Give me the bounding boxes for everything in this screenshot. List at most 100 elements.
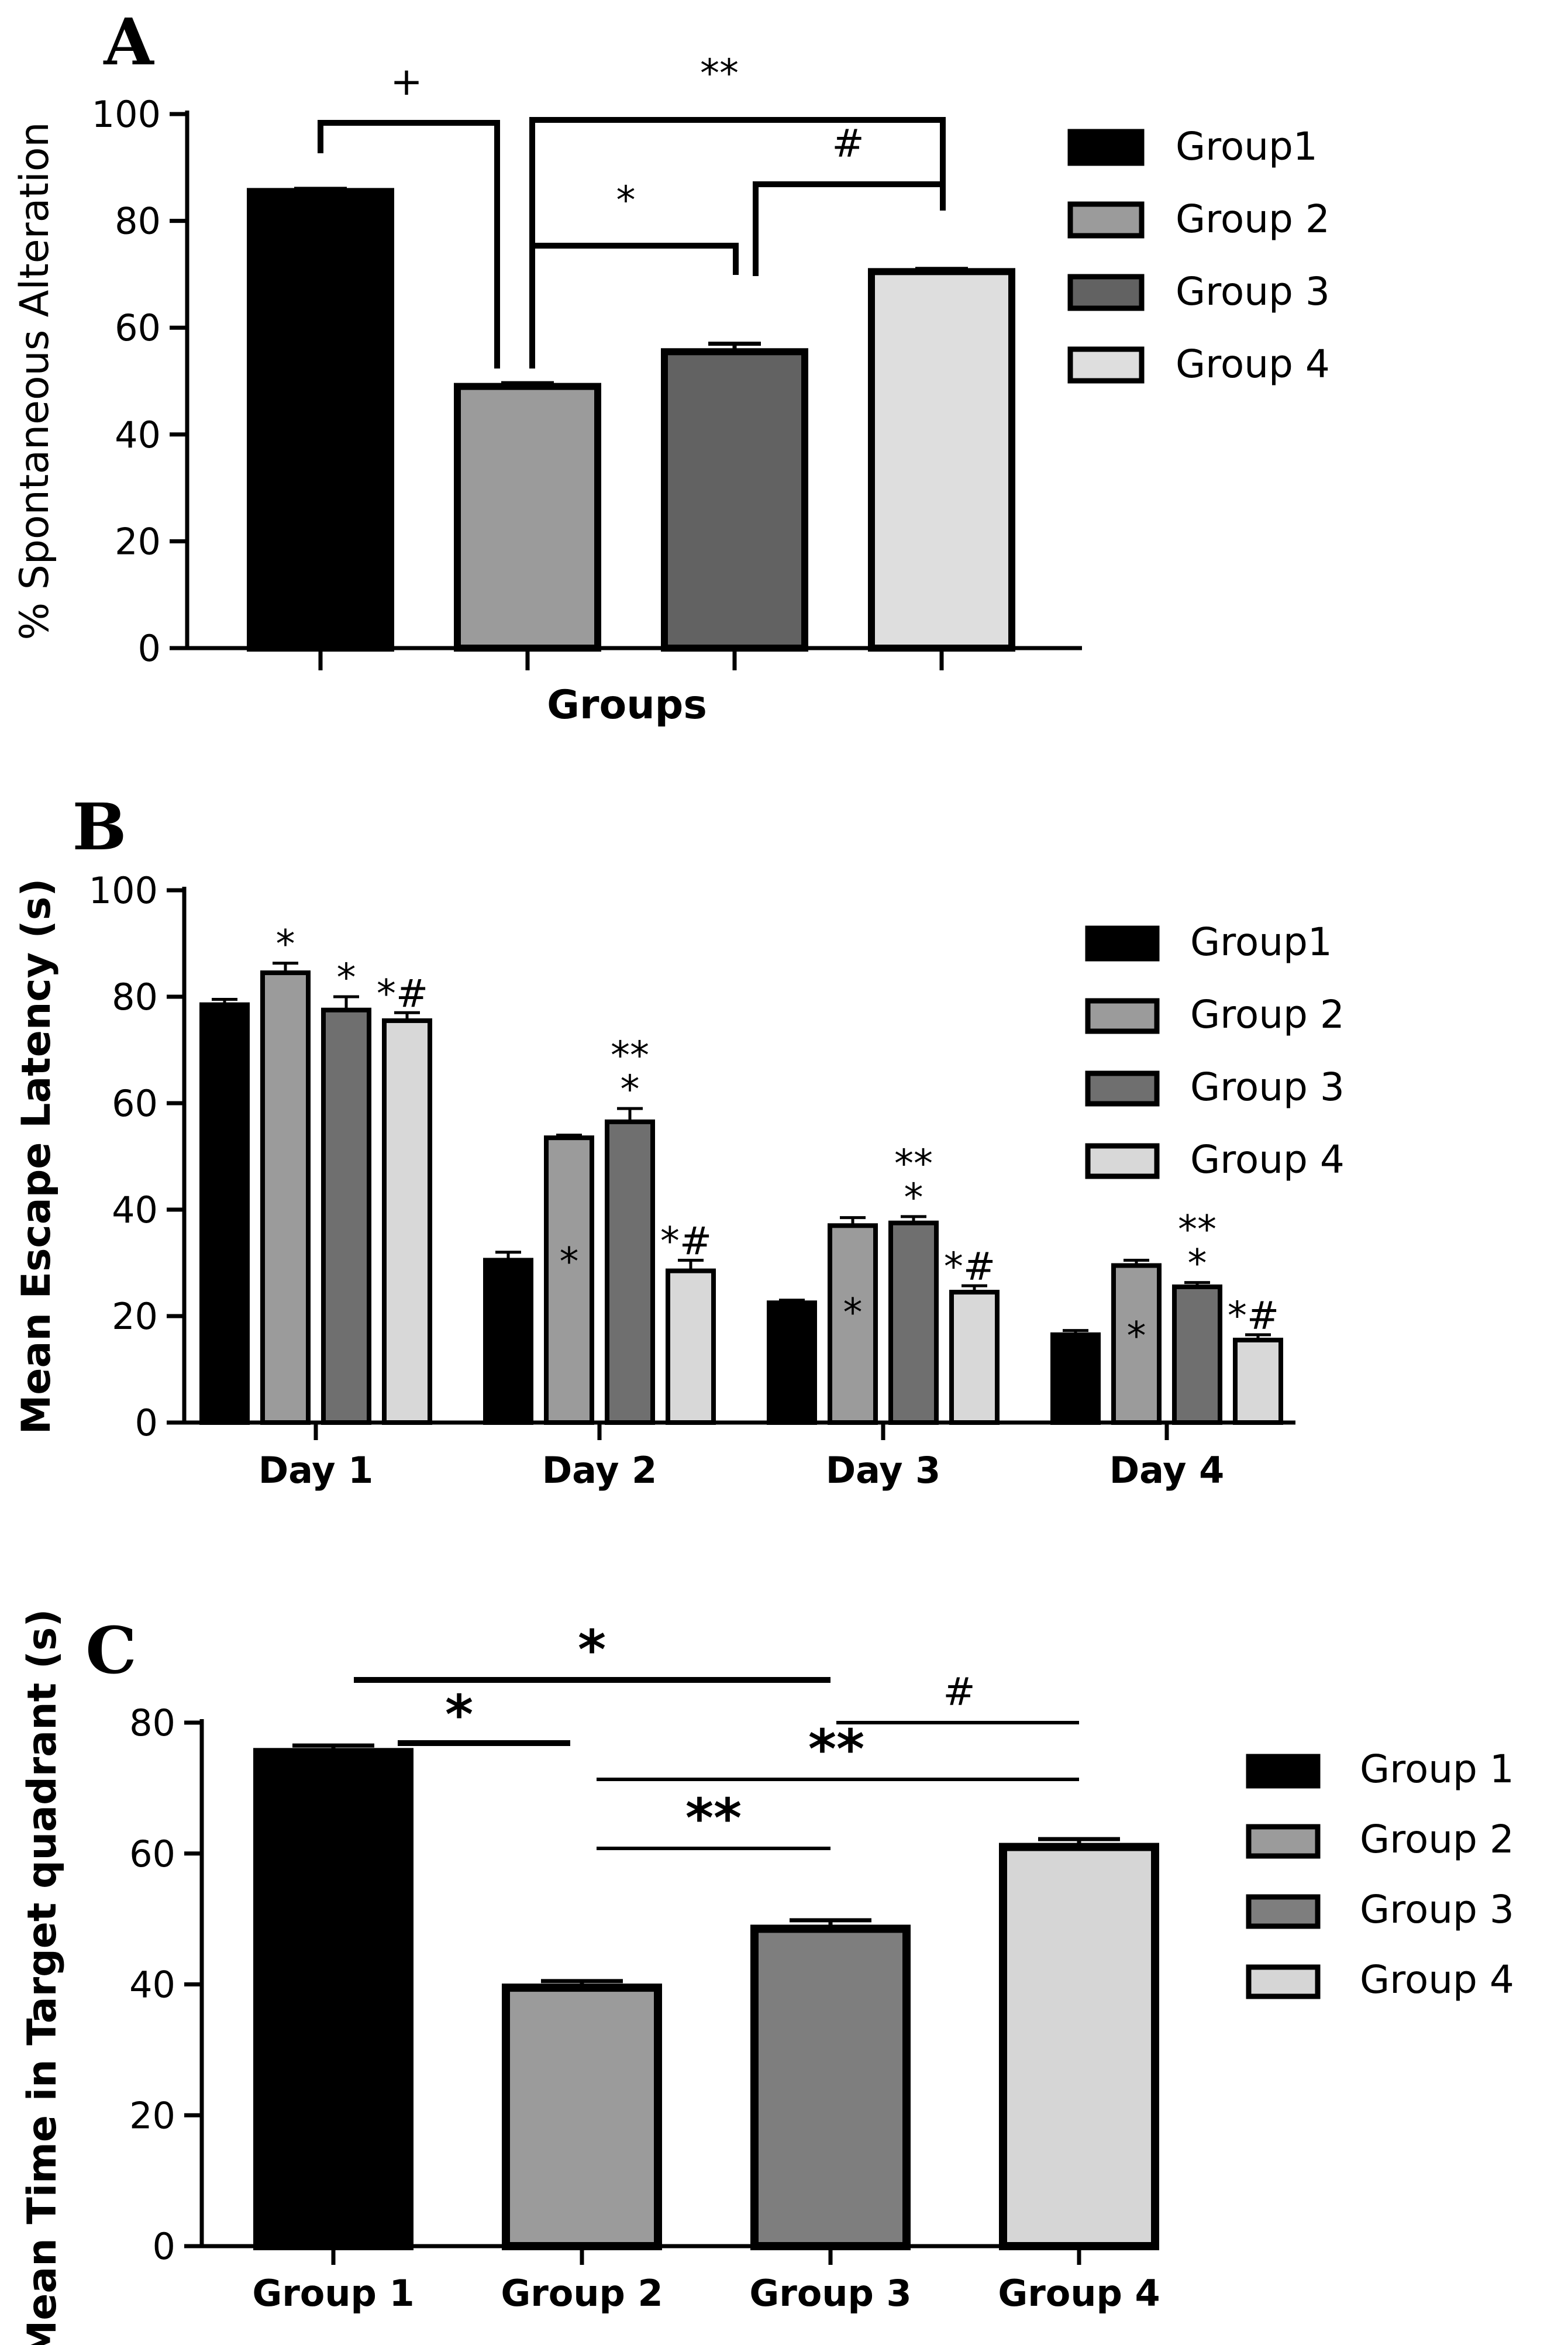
bar [1172, 1284, 1222, 1425]
legend-label: Group 4 [1190, 1137, 1345, 1182]
legend-swatch [1085, 925, 1160, 962]
significance-label: *# [660, 1218, 712, 1263]
significance-label: * [445, 1683, 473, 1746]
x-tick-label: Group 4 [998, 2272, 1160, 2315]
bar [253, 1748, 413, 2250]
panel-2-letter: C [85, 1613, 137, 1688]
bar [888, 1220, 939, 1425]
legend-swatch [1067, 201, 1145, 239]
bar [321, 1007, 371, 1425]
y-tick-label: 20 [112, 1295, 158, 1338]
significance-label: ** [685, 1787, 742, 1850]
y-axis-label: Mean Escape Latency (s) [13, 879, 60, 1435]
y-tick-label: 100 [92, 93, 161, 136]
legend-label: Group 4 [1176, 342, 1330, 387]
panel-1-letter: B [73, 789, 127, 865]
legend-label: Group 2 [1176, 197, 1330, 242]
x-tick-label: Day 1 [259, 1449, 374, 1492]
y-tick-label: 20 [115, 520, 161, 563]
significance-label: * [621, 1067, 640, 1112]
significance-label: * [1188, 1241, 1207, 1286]
legend-swatch [1067, 274, 1145, 311]
significance-label: ** [700, 51, 739, 96]
bar [767, 1300, 817, 1425]
legend-label: Group 3 [1360, 1887, 1514, 1932]
y-axis-label: Mean Time in Target quadrant (s) [19, 1609, 66, 2345]
bar [382, 1018, 432, 1425]
x-axis-label: Groups [547, 682, 707, 728]
legend-label: Group1 [1190, 920, 1332, 965]
bar [544, 1135, 594, 1425]
legend-label: Group 2 [1190, 992, 1345, 1037]
bar [999, 1843, 1159, 2250]
x-tick-label: Group 1 [252, 2272, 414, 2315]
legend-swatch [1067, 346, 1145, 384]
legend-swatch [1085, 1143, 1160, 1179]
significance-label: # [832, 121, 864, 166]
significance-label: * [1127, 1313, 1146, 1358]
y-tick-label: 0 [153, 2225, 175, 2268]
y-tick-label: 60 [129, 1833, 175, 1875]
legend-swatch [1067, 129, 1145, 166]
y-tick-label: 40 [129, 1964, 175, 2006]
y-tick-label: 40 [112, 1189, 158, 1231]
significance-label: *# [377, 971, 428, 1016]
legend-label: Group 3 [1190, 1065, 1345, 1110]
significance-label: * [616, 178, 636, 223]
bar [454, 383, 601, 652]
bar [199, 1002, 250, 1425]
bar [483, 1258, 533, 1425]
significance-label: * [560, 1239, 579, 1285]
legend-label: Group1 [1176, 124, 1318, 169]
significance-label: * [578, 1619, 606, 1681]
panel-a: A 0 20 40 60 80 100 % Spontaneous Alteration Gro… [12, 4, 1330, 728]
bar [605, 1119, 655, 1425]
bar [1233, 1337, 1283, 1425]
y-tick-label: 0 [138, 627, 161, 670]
y-tick-label: 0 [135, 1402, 158, 1444]
significance-label: ** [611, 1033, 649, 1078]
bar [260, 970, 311, 1425]
significance-bracket [318, 120, 500, 369]
significance-label: ** [1178, 1207, 1217, 1252]
bar [666, 1268, 716, 1425]
significance-label: # [943, 1669, 975, 1714]
legend-swatch [1085, 1070, 1160, 1107]
x-tick-label: Group 3 [749, 2272, 911, 2315]
bar [247, 188, 394, 652]
legend-swatch [1246, 1964, 1321, 1999]
bar [661, 348, 808, 652]
significance-label: * [337, 955, 356, 1000]
y-tick-label: 80 [129, 1702, 175, 1744]
significance-label: * [843, 1290, 863, 1335]
legend-label: Group 3 [1176, 269, 1330, 314]
legend-swatch [1246, 1824, 1321, 1859]
panel-0-letter: A [103, 4, 154, 80]
significance-label: *# [1228, 1293, 1279, 1338]
significance-label: * [276, 922, 295, 967]
legend-label: Group 1 [1360, 1747, 1514, 1792]
legend-swatch [1085, 998, 1160, 1034]
panel-c: C 0 20 40 60 80 Mean Time in Target quadrant (… [19, 1609, 1514, 2345]
bar [502, 1984, 662, 2250]
bar [868, 268, 1015, 652]
y-tick-label: 100 [89, 869, 158, 912]
significance-label: + [390, 59, 422, 104]
bar [1050, 1332, 1101, 1425]
x-tick-label: Day 2 [542, 1449, 657, 1492]
significance-bracket [753, 181, 946, 276]
significance-label: ** [894, 1141, 933, 1186]
x-tick-label: Group 2 [501, 2272, 663, 2315]
x-tick-label: Day 3 [826, 1449, 941, 1492]
legend-label: Group 4 [1360, 1957, 1514, 2002]
legend-label: Group 2 [1360, 1817, 1514, 1862]
y-tick-label: 20 [129, 2094, 175, 2137]
y-axis-label: % Spontaneous Alteration [12, 122, 58, 640]
significance-label: *# [944, 1244, 995, 1289]
significance-bracket [529, 243, 739, 369]
y-tick-label: 60 [112, 1082, 158, 1125]
significance-label: ** [808, 1718, 864, 1781]
legend-swatch [1246, 1894, 1321, 1929]
